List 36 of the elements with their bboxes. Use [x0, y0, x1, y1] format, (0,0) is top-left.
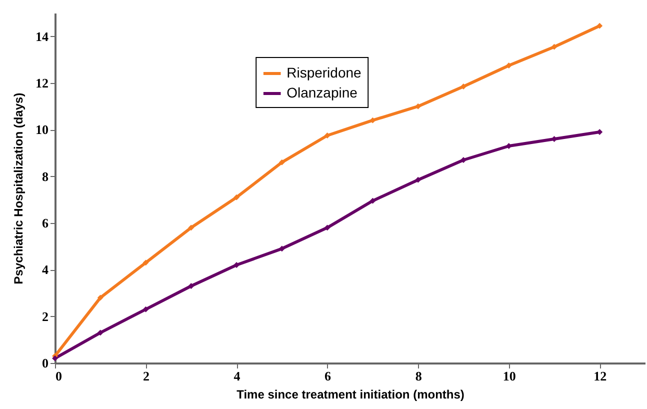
point [142, 260, 149, 266]
y-tick-label: 14 [36, 28, 49, 44]
point [324, 224, 330, 231]
y-tick-label: 0 [42, 356, 48, 370]
y-tick-label: 6 [42, 216, 49, 230]
point [415, 176, 422, 183]
point [370, 198, 376, 204]
x-tick-label: 6 [324, 368, 332, 384]
point [234, 194, 240, 200]
legend-label: Risperidone [286, 64, 362, 80]
x-tick-label: 12 [594, 368, 607, 384]
point [278, 159, 285, 166]
point [97, 330, 104, 336]
x-axis-title: Time since treatment initiation (months) [236, 388, 464, 402]
point [506, 62, 512, 68]
y-tick-label: 10 [36, 122, 48, 138]
y-tick-label: 4 [42, 262, 49, 278]
point [188, 224, 194, 231]
legend-label: Olanzapine [286, 84, 358, 100]
x-tick-label: 8 [415, 368, 422, 384]
y-axis-title: Psychiatric Hospitalization (days) [12, 92, 26, 284]
point [52, 355, 58, 362]
point [324, 132, 330, 138]
y-tick-label: 8 [42, 168, 49, 184]
point [596, 22, 603, 29]
x-tick-label: 10 [502, 368, 516, 384]
point [551, 44, 558, 50]
y-tick-label: 2 [42, 308, 48, 324]
x-tick-label: 4 [234, 368, 241, 384]
point [97, 294, 104, 301]
point [278, 246, 285, 252]
point [142, 306, 149, 312]
x-tick-label: 0 [56, 368, 62, 384]
y-tick-label: 12 [36, 76, 48, 90]
x-tick-label: 2 [143, 368, 150, 384]
point [188, 283, 194, 289]
